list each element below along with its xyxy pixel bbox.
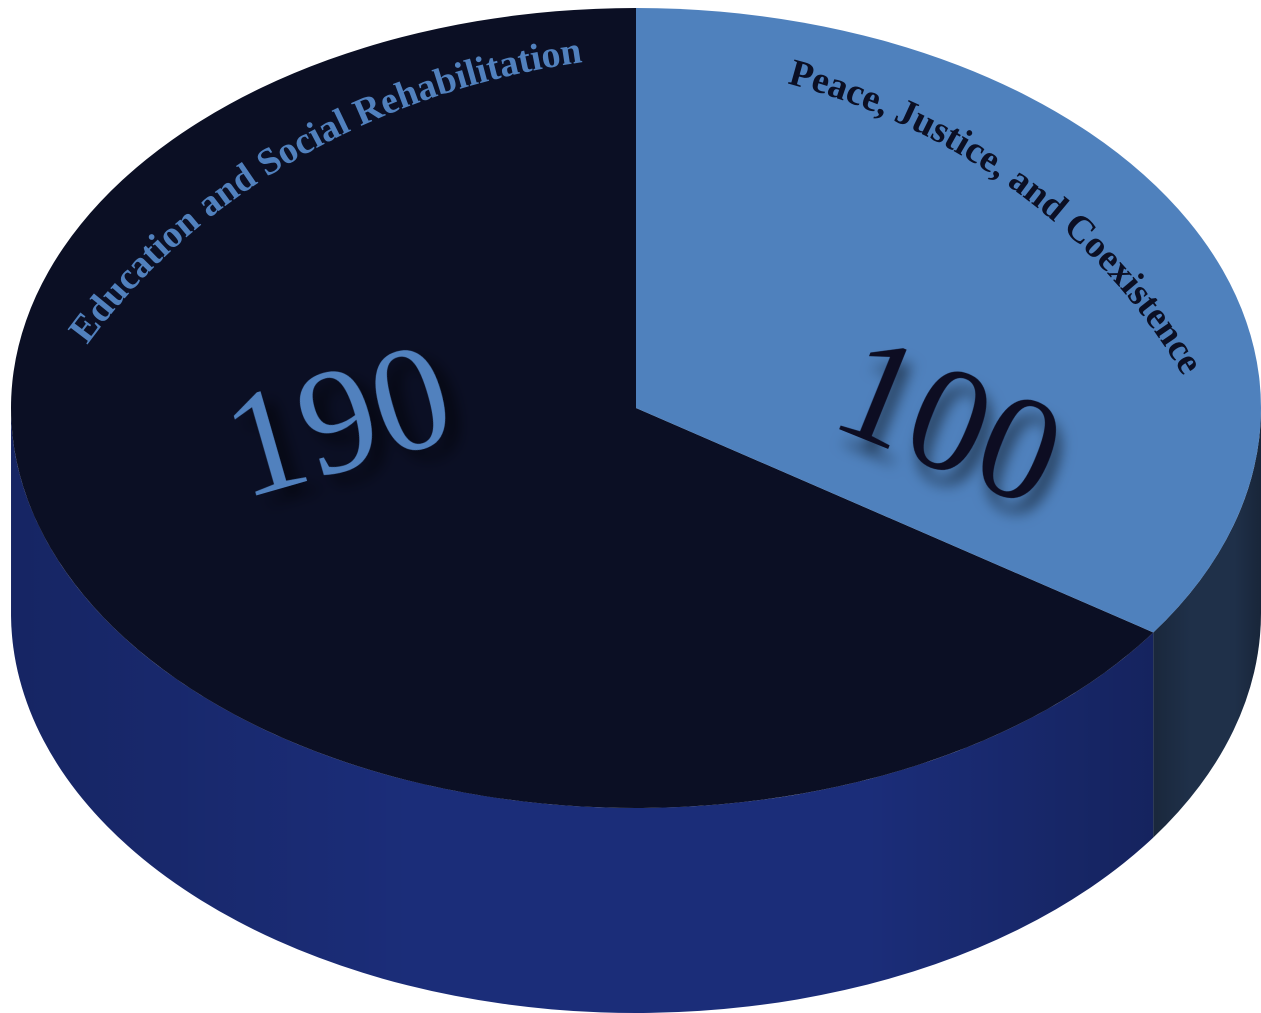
slice-1-top <box>636 8 1261 633</box>
slice-1-side-shade <box>1153 408 1261 838</box>
slice-0-top <box>10 8 1154 809</box>
slice-0-side-shade <box>11 410 1154 1013</box>
